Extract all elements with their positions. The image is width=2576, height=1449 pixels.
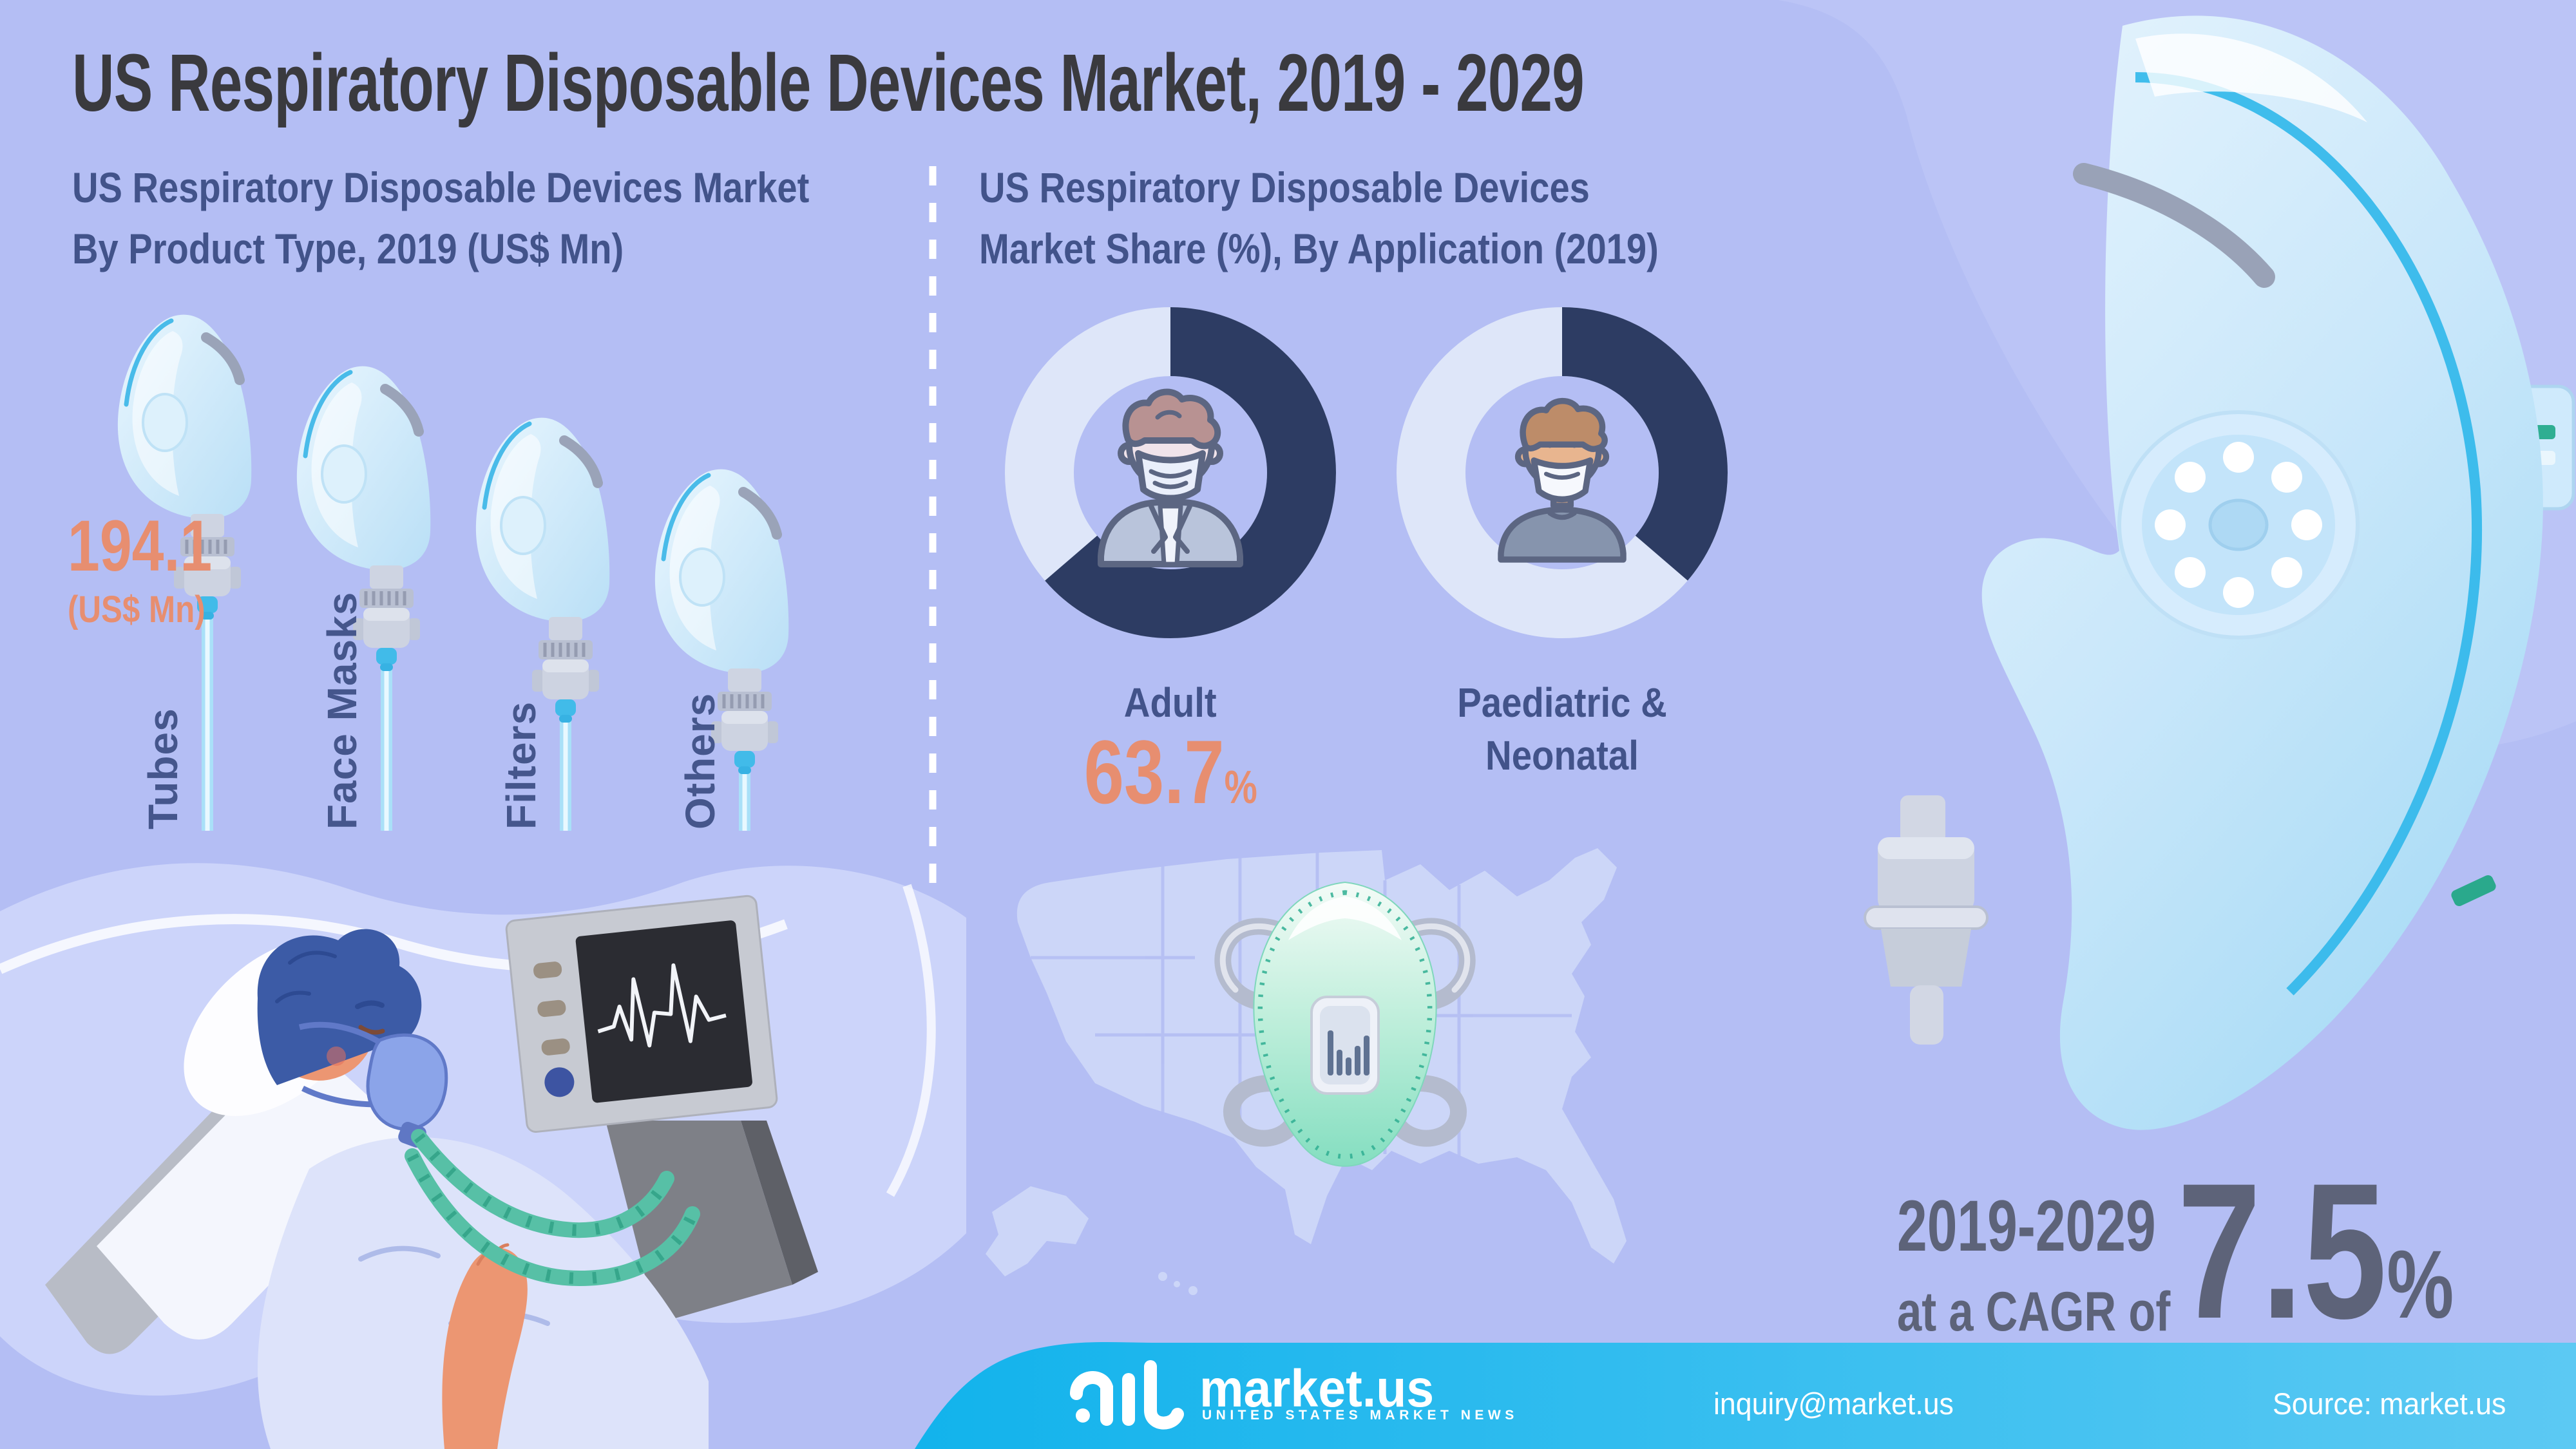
- ventilator-monitor: [505, 895, 778, 1133]
- adult-donut: [1005, 307, 1336, 638]
- page-title: US Respiratory Disposable Devices Market…: [72, 36, 2172, 129]
- footer-email: inquiry@market.us: [1713, 1387, 1954, 1421]
- footer-source: Source: market.us: [2273, 1387, 2506, 1421]
- adult-share-percent-sign: %: [1224, 762, 1257, 813]
- oxygen-mask-large-illustration: [1864, 15, 2575, 1130]
- page-title-text: US Respiratory Disposable Devices Market…: [72, 37, 1585, 128]
- paediatric-donut: [1397, 307, 1728, 638]
- patient-bed-illustration: [0, 863, 966, 1449]
- mask-connector: [1864, 795, 1989, 1045]
- tubes-value-unit: (US$ Mn): [68, 589, 205, 630]
- monitor-stand: [606, 1121, 792, 1323]
- middle-section-heading: US Respiratory Disposable Devices Market…: [979, 157, 1779, 279]
- paediatric-patient-icon: [1498, 397, 1627, 563]
- middle-heading-line1: US Respiratory Disposable Devices: [979, 164, 1590, 211]
- category-label-tubes: Tubes: [140, 708, 186, 829]
- mask-vent: [2117, 410, 2360, 639]
- valve-bars-icon: [1328, 1030, 1369, 1075]
- face-mask-icon: [366, 1033, 448, 1131]
- cagr-prefix: at a CAGR of: [1897, 1281, 2171, 1343]
- adult-label: Adult: [1124, 679, 1217, 726]
- pictogram-tubes: [202, 618, 750, 831]
- oxygen-mask-pictogram: [476, 418, 609, 723]
- mask-strap: [2073, 163, 2275, 288]
- left-section-heading: US Respiratory Disposable Devices Market…: [72, 157, 939, 279]
- left-heading-line2: By Product Type, 2019 (US$ Mn): [72, 225, 624, 272]
- middle-heading-line2: Market Share (%), By Application (2019): [979, 225, 1659, 272]
- adult-share-number: 63.7: [1083, 721, 1225, 822]
- left-heading-line1: US Respiratory Disposable Devices Market: [72, 164, 810, 211]
- adult-patient-icon: [1098, 388, 1243, 567]
- cagr-value: 7.5%: [2177, 1154, 2532, 1347]
- cagr-range: 2019-2029: [1897, 1186, 2156, 1266]
- n95-respirator-icon: [1214, 881, 1476, 1167]
- footer-logo-subtext: UNITED STATES MARKET NEWS: [1202, 1408, 1518, 1423]
- product-type-chart: Tubes Face Masks Filters Others: [52, 296, 953, 831]
- adult-donut-slice: [1005, 307, 1336, 638]
- footer-logo-text: market.us: [1199, 1359, 1435, 1418]
- ecg-waveform: [597, 963, 727, 1048]
- adult-share-value: 63.7%: [1035, 720, 1306, 824]
- mattress: [97, 1050, 412, 1340]
- patient-arm: [442, 1247, 528, 1449]
- ventilator-tubes: [405, 1129, 700, 1287]
- cagr-number: 7.5: [2177, 1142, 2387, 1359]
- cagr-callout: 2019-2029 at a CAGR of: [1897, 1190, 2242, 1340]
- footer-bar: [915, 1341, 2576, 1449]
- paediatric-donut-slice: [1397, 307, 1728, 638]
- paediatric-label: Paediatric & Neonatal: [1457, 679, 1667, 779]
- market-us-logo-mark: [1070, 1360, 1184, 1430]
- application-share-donuts: [1005, 307, 1728, 638]
- category-label-filters: Filters: [498, 701, 544, 829]
- tubes-value: 194.1: [68, 506, 213, 586]
- cagr-percent-sign: %: [2387, 1230, 2454, 1338]
- category-label-face-masks: Face Masks: [319, 592, 365, 829]
- category-label-others: Others: [677, 693, 723, 829]
- tubes-value-callout: 194.1 (US$ Mn): [68, 510, 248, 629]
